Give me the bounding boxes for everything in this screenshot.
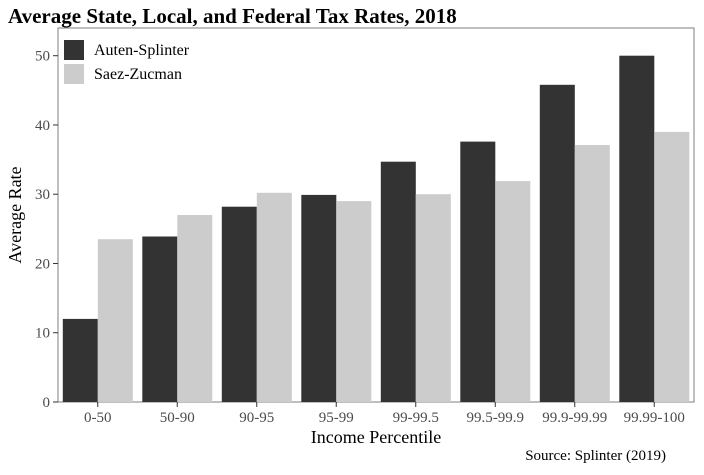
legend-label: Saez-Zucman: [94, 66, 182, 83]
x-tick-label: 95-99: [319, 410, 354, 426]
y-axis-label: Average Rate: [5, 166, 25, 263]
x-tick-label: 90-95: [239, 410, 274, 426]
bar-auten-splinter-99.5-99.9: [460, 141, 496, 402]
bar-auten-splinter-95-99: [301, 194, 337, 402]
bar-saez-zucman-99.5-99.9: [495, 181, 531, 402]
x-axis-label: Income Percentile: [311, 427, 441, 447]
bar-auten-splinter-99-99.5: [380, 161, 416, 402]
bar-saez-zucman-50-90: [177, 215, 213, 402]
legend-swatch: [64, 40, 84, 60]
bar-auten-splinter-90-95: [221, 206, 257, 402]
chart-title: Average State, Local, and Federal Tax Ra…: [8, 4, 457, 28]
bar-auten-splinter-99.9-99.99: [539, 84, 575, 403]
legend-label: Auten-Splinter: [94, 42, 190, 59]
x-tick-label: 50-90: [160, 410, 195, 426]
bar-auten-splinter-50-90: [142, 236, 178, 402]
legend-swatch: [64, 64, 84, 84]
source-note: Source: Splinter (2019): [525, 448, 666, 464]
bar-auten-splinter-0-50: [62, 318, 98, 402]
y-axis: 0 10 20 30 40 50: [35, 49, 58, 411]
x-tick-label: 99-99.5: [393, 410, 439, 426]
x-tick-label: 99.9-99.99: [542, 410, 607, 426]
bars-group: [62, 55, 690, 403]
bar-auten-splinter-99.99-100: [619, 55, 655, 402]
y-tick-label: 10: [35, 326, 50, 342]
y-tick-label: 30: [35, 187, 50, 203]
bar-saez-zucman-99.9-99.99: [574, 145, 610, 402]
bar-saez-zucman-95-99: [336, 201, 372, 402]
bar-saez-zucman-0-50: [97, 239, 133, 402]
y-tick-label: 50: [35, 49, 50, 65]
bar-saez-zucman-90-95: [256, 192, 292, 402]
y-tick-label: 20: [35, 256, 50, 272]
y-tick-label: 0: [43, 395, 51, 411]
bar-saez-zucman-99-99.5: [415, 194, 451, 402]
y-tick-label: 40: [35, 118, 50, 134]
x-axis: 0-50 50-90 90-95 95-99 99-99.5 99.5-99.9 99.9-…: [84, 402, 685, 426]
bar-saez-zucman-99.99-100: [654, 131, 690, 402]
x-tick-label: 99.99-100: [624, 410, 685, 426]
x-tick-label: 99.5-99.9: [467, 410, 525, 426]
x-tick-label: 0-50: [84, 410, 112, 426]
legend: Auten-Splinter Saez-Zucman: [64, 40, 190, 84]
